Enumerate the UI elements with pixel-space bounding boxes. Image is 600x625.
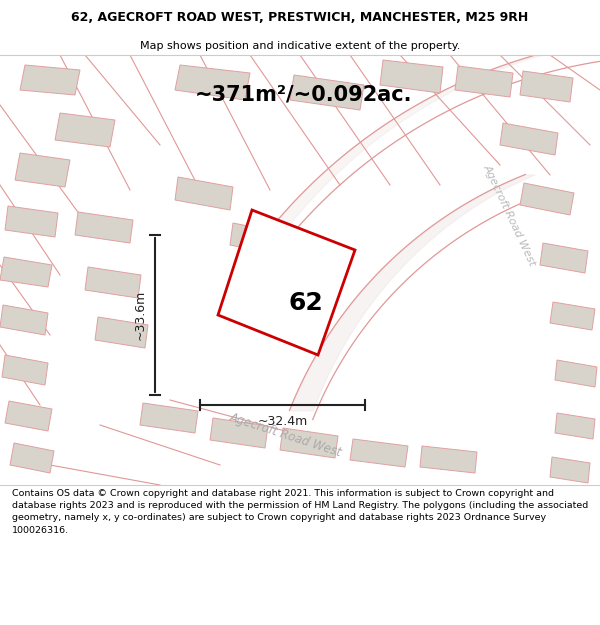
Polygon shape xyxy=(75,212,133,243)
Polygon shape xyxy=(0,257,52,287)
Polygon shape xyxy=(555,413,595,439)
Polygon shape xyxy=(455,66,513,97)
Polygon shape xyxy=(380,60,443,93)
Polygon shape xyxy=(20,65,80,95)
Polygon shape xyxy=(95,317,148,348)
Polygon shape xyxy=(55,113,115,147)
Polygon shape xyxy=(280,428,338,458)
Polygon shape xyxy=(10,443,54,473)
Polygon shape xyxy=(2,355,48,385)
Text: 62, AGECROFT ROAD WEST, PRESTWICH, MANCHESTER, M25 9RH: 62, AGECROFT ROAD WEST, PRESTWICH, MANCH… xyxy=(71,11,529,24)
Polygon shape xyxy=(5,401,52,431)
Polygon shape xyxy=(5,206,58,237)
Text: ~32.4m: ~32.4m xyxy=(257,415,308,428)
Polygon shape xyxy=(290,75,364,110)
Polygon shape xyxy=(540,243,588,273)
Text: ~33.6m: ~33.6m xyxy=(134,290,147,340)
Polygon shape xyxy=(280,268,328,299)
Text: ~371m²/~0.092ac.: ~371m²/~0.092ac. xyxy=(195,85,413,105)
Polygon shape xyxy=(550,302,595,330)
Polygon shape xyxy=(500,123,558,155)
Polygon shape xyxy=(175,177,233,210)
Polygon shape xyxy=(555,360,597,387)
Polygon shape xyxy=(140,403,198,433)
Text: Map shows position and indicative extent of the property.: Map shows position and indicative extent… xyxy=(140,41,460,51)
Text: Contains OS data © Crown copyright and database right 2021. This information is : Contains OS data © Crown copyright and d… xyxy=(12,489,588,534)
Polygon shape xyxy=(230,223,283,255)
Polygon shape xyxy=(350,439,408,467)
Polygon shape xyxy=(520,183,574,215)
Text: Agecroft Road West: Agecroft Road West xyxy=(227,411,343,459)
Polygon shape xyxy=(218,210,355,355)
Polygon shape xyxy=(550,457,590,483)
Polygon shape xyxy=(15,153,70,187)
Text: 62: 62 xyxy=(289,291,323,314)
Polygon shape xyxy=(175,65,250,100)
Polygon shape xyxy=(520,71,573,102)
Text: Agecroft Road West: Agecroft Road West xyxy=(482,162,538,268)
Polygon shape xyxy=(420,446,477,473)
Polygon shape xyxy=(85,267,141,298)
Polygon shape xyxy=(0,305,48,335)
Polygon shape xyxy=(210,418,268,448)
